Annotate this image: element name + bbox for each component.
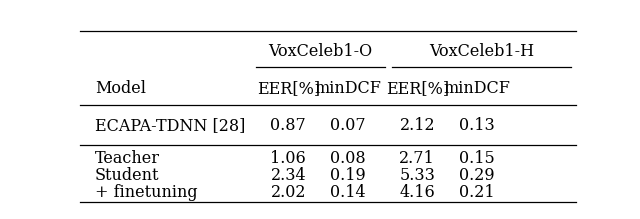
Text: ECAPA-TDNN [28]: ECAPA-TDNN [28] (95, 117, 245, 134)
Text: 0.21: 0.21 (459, 184, 495, 201)
Text: Model: Model (95, 80, 146, 97)
Text: minDCF: minDCF (444, 80, 510, 97)
Text: VoxCeleb1-O: VoxCeleb1-O (269, 43, 372, 60)
Text: 2.71: 2.71 (399, 150, 435, 167)
Text: EER[%]: EER[%] (386, 80, 449, 97)
Text: 5.33: 5.33 (399, 167, 435, 184)
Text: 0.19: 0.19 (330, 167, 365, 184)
Text: minDCF: minDCF (314, 80, 381, 97)
Text: 0.13: 0.13 (459, 117, 495, 134)
Text: 0.87: 0.87 (271, 117, 306, 134)
Text: 2.34: 2.34 (271, 167, 306, 184)
Text: 4.16: 4.16 (399, 184, 435, 201)
Text: 2.12: 2.12 (399, 117, 435, 134)
Text: Teacher: Teacher (95, 150, 160, 167)
Text: 0.14: 0.14 (330, 184, 365, 201)
Text: + finetuning: + finetuning (95, 184, 198, 201)
Text: 2.02: 2.02 (271, 184, 306, 201)
Text: 1.06: 1.06 (271, 150, 306, 167)
Text: 0.08: 0.08 (330, 150, 365, 167)
Text: 0.29: 0.29 (459, 167, 495, 184)
Text: 0.07: 0.07 (330, 117, 365, 134)
Text: VoxCeleb1-H: VoxCeleb1-H (429, 43, 534, 60)
Text: Student: Student (95, 167, 159, 184)
Text: 0.15: 0.15 (459, 150, 495, 167)
Text: EER[%]: EER[%] (257, 80, 320, 97)
